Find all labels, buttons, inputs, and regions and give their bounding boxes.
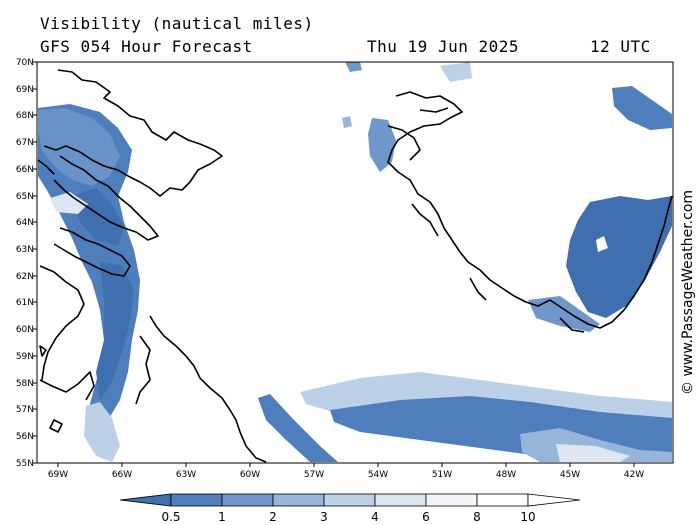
colorbar-label: 4: [371, 510, 379, 524]
lon-label: 69W: [48, 470, 68, 480]
map-title: Visibility (nautical miles): [40, 14, 314, 33]
colorbar: [119, 493, 581, 507]
lon-label: 51W: [432, 470, 452, 480]
lon-label: 42W: [624, 470, 644, 480]
colorbar-label: 8: [473, 510, 481, 524]
forecast-date: Thu 19 Jun 2025: [367, 37, 519, 56]
lon-label: 54W: [368, 470, 388, 480]
forecast-model: GFS 054 Hour Forecast: [40, 37, 253, 56]
lat-label: 58N: [16, 379, 34, 389]
lon-label: 60W: [240, 470, 260, 480]
coastlines: [37, 69, 673, 463]
lat-label: 68N: [16, 111, 34, 121]
colorbar-label: 6: [422, 510, 430, 524]
lat-label: 56N: [16, 432, 34, 442]
colorbar-segment: [323, 493, 376, 507]
latitude-ticks: [33, 61, 37, 464]
visibility-shading: [38, 62, 672, 462]
lat-label: 70N: [16, 58, 34, 68]
lon-label: 63W: [176, 470, 196, 480]
lon-label: 66W: [112, 470, 132, 480]
colorbar-segment: [119, 493, 172, 507]
lat-label: 61N: [16, 298, 34, 308]
map-border: [36, 61, 674, 464]
lat-label: 64N: [16, 218, 34, 228]
lat-label: 69N: [16, 85, 34, 95]
longitude-ticks: [57, 463, 635, 467]
lat-label: 65N: [16, 192, 34, 202]
colorbar-segment: [425, 493, 478, 507]
colorbar-label: 2: [269, 510, 277, 524]
lat-label: 55N: [16, 459, 34, 469]
lon-label: 45W: [560, 470, 580, 480]
lat-label: 60N: [16, 325, 34, 335]
lon-label: 48W: [496, 470, 516, 480]
lat-label: 67N: [16, 138, 34, 148]
forecast-time: 12 UTC: [590, 37, 651, 56]
lat-label: 62N: [16, 272, 34, 282]
colorbar-segment: [374, 493, 427, 507]
lat-label: 57N: [16, 405, 34, 415]
colorbar-segment: [170, 493, 223, 507]
latitude-labels: 70N 69N 68N 67N 66N 65N 64N 63N 62N 61N …: [16, 58, 34, 469]
colorbar-label: 10: [520, 510, 535, 524]
colorbar-segment: [272, 493, 325, 507]
colorbar-segment: [476, 493, 529, 507]
colorbar-labels: 0.5 1 2 3 4 6 8 10: [161, 510, 535, 524]
lat-label: 59N: [16, 352, 34, 362]
lon-label: 57W: [304, 470, 324, 480]
colorbar-segment: [221, 493, 274, 507]
site-credit: © www.PassageWeather.com: [680, 190, 696, 395]
colorbar-label: 1: [218, 510, 226, 524]
lat-label: 66N: [16, 165, 34, 175]
colorbar-label: 3: [320, 510, 328, 524]
colorbar-segment: [527, 493, 581, 507]
lat-label: 63N: [16, 245, 34, 255]
colorbar-label: 0.5: [161, 510, 180, 524]
longitude-labels: 69W 66W 63W 60W 57W 54W 51W 48W 45W 42W: [48, 470, 644, 480]
